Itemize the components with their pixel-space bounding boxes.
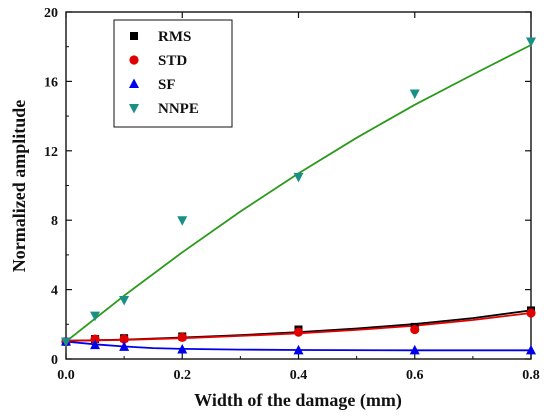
point-nnpe <box>61 337 71 348</box>
legend-label-nnpe: NNPE <box>158 101 199 117</box>
x-tick-label: 0.8 <box>522 368 540 383</box>
legend-label-rms: RMS <box>158 29 191 45</box>
x-axis-title: Width of the damage (mm) <box>194 390 402 411</box>
y-tick-label: 4 <box>51 284 58 299</box>
x-tick-label: 0.4 <box>290 368 308 383</box>
axis-ticks: 0.0 0.2 0.4 0.6 0.8 0 4 8 12 16 20 <box>44 6 540 383</box>
point-nnpe <box>119 296 130 306</box>
point-nnpe <box>90 311 101 322</box>
x-tick-label: 0.2 <box>174 368 192 383</box>
x-tick-label: 0.0 <box>57 368 75 383</box>
y-tick-label: 16 <box>44 75 58 90</box>
point-std <box>119 334 129 344</box>
legend-marker-rms <box>130 32 138 40</box>
point-std <box>293 327 304 337</box>
point-std <box>90 334 100 344</box>
point-sf <box>119 341 130 351</box>
y-tick-label: 12 <box>44 145 58 160</box>
legend-marker-nnpe <box>129 104 139 114</box>
y-tick-label: 0 <box>51 353 58 368</box>
legend-label-sf: SF <box>158 77 176 93</box>
point-std <box>410 324 420 335</box>
x-tick-label: 0.6 <box>406 368 424 383</box>
point-std <box>526 308 536 318</box>
y-tick-label: 20 <box>44 6 58 21</box>
point-nnpe <box>177 216 188 226</box>
point-sf <box>177 343 188 354</box>
legend: RMS STD SF NNPE <box>113 19 233 128</box>
point-nnpe <box>293 172 304 183</box>
legend-marker-std <box>129 55 139 65</box>
point-sf <box>90 339 101 350</box>
point-sf <box>526 344 536 355</box>
y-tick-label: 8 <box>51 214 58 229</box>
y-axis-title: Normalized amplitude <box>9 100 29 273</box>
legend-marker-sf <box>129 78 139 88</box>
point-sf <box>293 344 304 355</box>
legend-label-std: STD <box>158 53 187 69</box>
data-points <box>61 37 536 355</box>
point-nnpe <box>526 37 536 47</box>
point-nnpe <box>409 89 420 100</box>
point-std <box>177 332 187 342</box>
point-sf <box>409 344 420 355</box>
